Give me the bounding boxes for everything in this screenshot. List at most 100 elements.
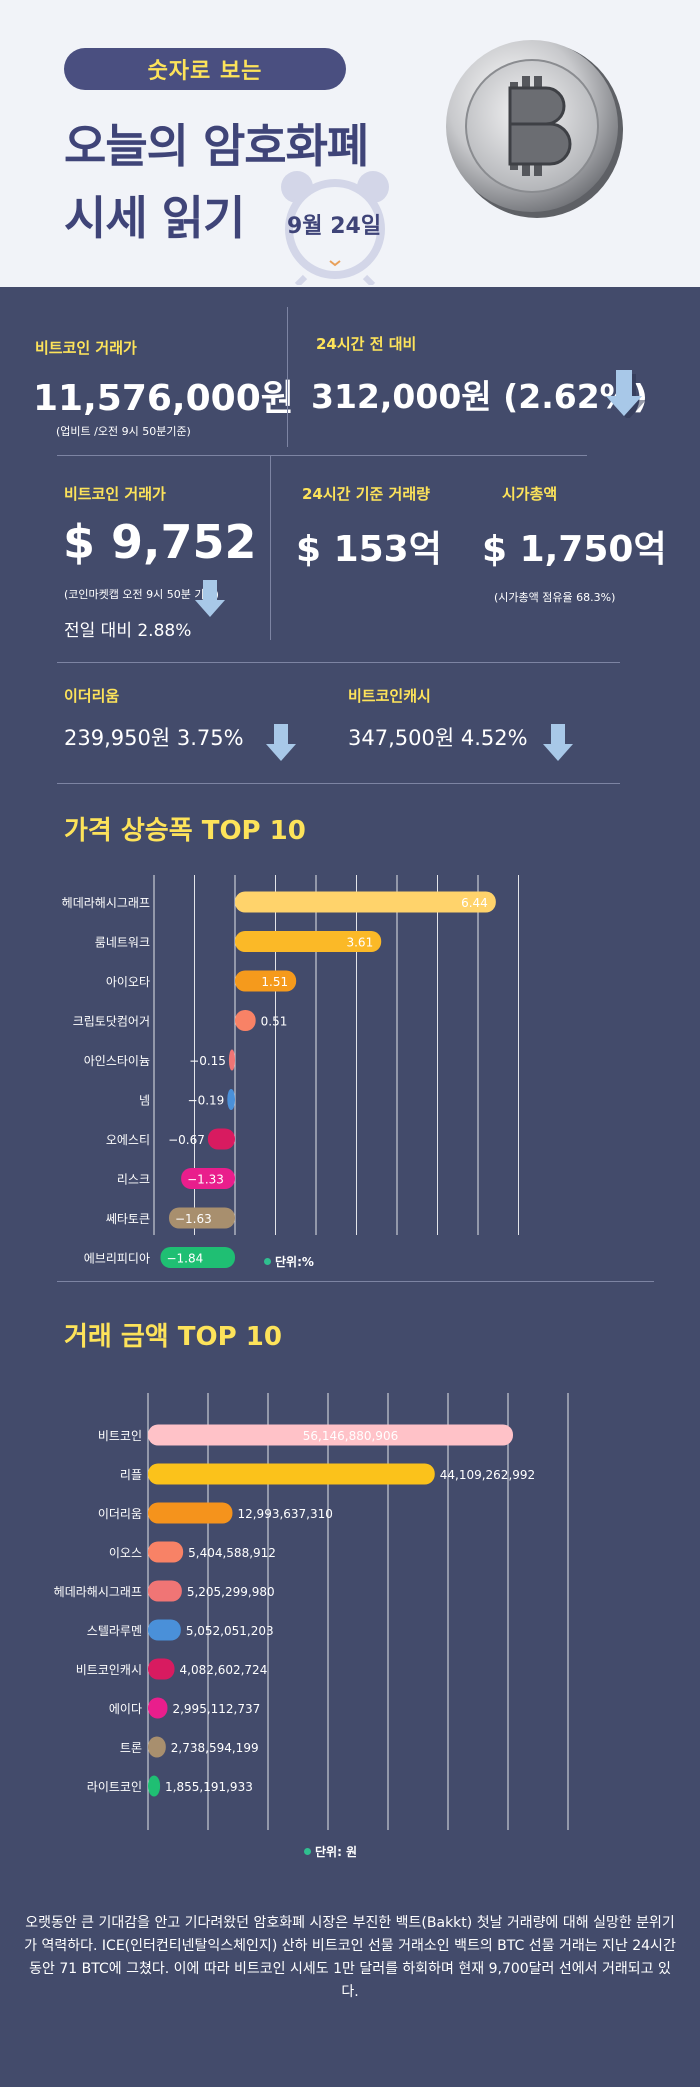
bar bbox=[160, 1247, 235, 1268]
value-label: 44,109,262,992 bbox=[440, 1468, 535, 1482]
trade-amount-chart: 비트코인 56,146,880,906 리플 44,109,262,992 이더리움 12… bbox=[54, 1393, 569, 1830]
down-arrow-icon bbox=[543, 724, 573, 761]
value-label: −0.15 bbox=[189, 1054, 226, 1068]
category-label: 크립토닷컴어거 bbox=[73, 1015, 150, 1029]
bar bbox=[168, 1207, 235, 1229]
bar bbox=[148, 1736, 166, 1758]
value-label: 5,404,588,912 bbox=[188, 1546, 276, 1560]
bar bbox=[148, 1502, 233, 1524]
category-label: 리플 bbox=[120, 1468, 142, 1482]
value-label: 5,205,299,980 bbox=[187, 1585, 275, 1599]
legend-dot-icon bbox=[304, 1848, 311, 1855]
header-title-line2: 시세 읽기 bbox=[64, 191, 245, 245]
price-rise-title: 가격 상승폭 TOP 10 bbox=[64, 816, 306, 846]
btc-krw-label: 비트코인 거래가 bbox=[35, 339, 137, 357]
value-label: 0.51 bbox=[261, 1015, 288, 1029]
header-pill: 숫자로 보는 bbox=[64, 48, 346, 90]
value-label: −1.33 bbox=[187, 1173, 224, 1187]
category-label: 이더리움 bbox=[98, 1507, 142, 1521]
alarm-clock-icon bbox=[281, 171, 389, 285]
change-label: 24시간 전 대비 bbox=[316, 335, 417, 353]
trade-amount-legend: 단위: 원 bbox=[304, 1843, 357, 1860]
category-label: 오에스티 bbox=[106, 1133, 150, 1147]
btc-krw-note: (업비트 /오전 9시 50분기준) bbox=[56, 425, 191, 438]
value-label: 56,146,880,906 bbox=[303, 1429, 398, 1443]
category-label: 헤데라해시그래프 bbox=[62, 896, 150, 910]
bar bbox=[148, 1775, 161, 1797]
divider bbox=[270, 455, 271, 640]
value-label: 5,052,051,203 bbox=[186, 1624, 274, 1638]
category-label: 에브리피디아 bbox=[84, 1252, 150, 1266]
bar bbox=[148, 1580, 182, 1602]
header-title-line1: 오늘의 암호화폐 bbox=[64, 119, 369, 173]
bar bbox=[148, 1424, 513, 1446]
footnote-text: 오랫동안 큰 기대감을 안고 기다려왔던 암호화폐 시장은 부진한 백트(Bak… bbox=[24, 1915, 676, 2000]
volume-label: 24시간 기준 거래량 bbox=[302, 485, 430, 503]
category-label: 트론 bbox=[120, 1741, 142, 1755]
bar bbox=[227, 1089, 235, 1110]
value-label: 1.51 bbox=[261, 975, 288, 989]
eth-label: 이더리움 bbox=[64, 687, 120, 705]
value-label: 12,993,637,310 bbox=[237, 1507, 332, 1521]
bar bbox=[148, 1619, 181, 1641]
bitcoin-coin-icon bbox=[446, 40, 623, 218]
category-label: 넴 bbox=[139, 1094, 150, 1108]
bar bbox=[235, 970, 297, 992]
category-label: 라이트코인 bbox=[87, 1780, 142, 1794]
divider bbox=[57, 455, 587, 456]
down-arrow-icon bbox=[195, 580, 225, 617]
price-rise-unit: 단위:% bbox=[275, 1255, 314, 1269]
bar bbox=[148, 1541, 184, 1563]
value-label: 6.44 bbox=[461, 896, 488, 910]
bar bbox=[148, 1463, 435, 1485]
value-label: 1,855,191,933 bbox=[165, 1780, 253, 1794]
value-label: 3.61 bbox=[346, 936, 373, 950]
bar bbox=[148, 1658, 175, 1680]
category-label: 아인스타이늄 bbox=[84, 1054, 150, 1068]
btc-usd-note: (코인마켓캡 오전 9시 50분 기준) bbox=[64, 588, 219, 601]
bar bbox=[207, 1128, 235, 1150]
trade-amount-title: 거래 금액 TOP 10 bbox=[64, 1322, 282, 1352]
btc-usd-change: 전일 대비 2.88% bbox=[64, 621, 192, 641]
mcap-label: 시가총액 bbox=[502, 485, 558, 503]
price-rise-chart: 헤데라해시그래프 6.44 룸네트워크 3.61 아이오타 1.51 크립토닷컴어거 0.51… bbox=[62, 875, 519, 1268]
category-label: 비트코인 bbox=[98, 1429, 142, 1443]
legend-dot-icon bbox=[264, 1258, 271, 1265]
bar bbox=[235, 1010, 256, 1031]
bar bbox=[235, 931, 382, 952]
divider bbox=[287, 307, 288, 447]
header-banner: 숫자로 보는 오늘의 암호화폐 시세 읽기 9월 24일 bbox=[0, 0, 700, 287]
down-arrow-icon bbox=[606, 370, 646, 418]
value-label: 2,995,112,737 bbox=[172, 1702, 260, 1716]
category-label: 아이오타 bbox=[106, 975, 150, 989]
category-label: 이오스 bbox=[109, 1546, 142, 1560]
mcap-value: $ 1,750억 bbox=[482, 529, 667, 570]
btc-usd-label: 비트코인 거래가 bbox=[64, 485, 166, 503]
value-label: −0.67 bbox=[168, 1133, 205, 1147]
category-label: 쎄타토큰 bbox=[106, 1212, 150, 1226]
value-label: 4,082,602,724 bbox=[180, 1663, 268, 1677]
category-label: 리스크 bbox=[117, 1173, 150, 1187]
category-label: 헤데라해시그래프 bbox=[54, 1585, 142, 1599]
value-label: 2,738,594,199 bbox=[171, 1741, 259, 1755]
btc-usd-value: $ 9,752 bbox=[63, 515, 257, 569]
trade-amount-unit: 단위: 원 bbox=[315, 1845, 358, 1859]
divider bbox=[57, 1281, 654, 1282]
down-arrow-icon bbox=[266, 724, 296, 761]
bar bbox=[148, 1697, 168, 1719]
divider bbox=[57, 783, 620, 784]
volume-value: $ 153억 bbox=[296, 529, 442, 570]
value-label: −1.84 bbox=[166, 1252, 203, 1266]
value-label: −1.63 bbox=[175, 1212, 212, 1226]
bar bbox=[228, 1049, 235, 1071]
value-label: −0.19 bbox=[188, 1094, 225, 1108]
category-label: 스텔라루멘 bbox=[87, 1624, 142, 1638]
price-rise-legend: 단위:% bbox=[264, 1253, 314, 1270]
btc-krw-value: 11,576,000원 bbox=[33, 378, 294, 419]
category-label: 룸네트워크 bbox=[95, 936, 150, 950]
category-label: 비트코인캐시 bbox=[76, 1663, 142, 1677]
mcap-note: (시가총액 점유율 68.3%) bbox=[494, 591, 616, 604]
bar bbox=[181, 1168, 235, 1189]
bar bbox=[235, 891, 496, 913]
bch-label: 비트코인캐시 bbox=[348, 687, 431, 705]
